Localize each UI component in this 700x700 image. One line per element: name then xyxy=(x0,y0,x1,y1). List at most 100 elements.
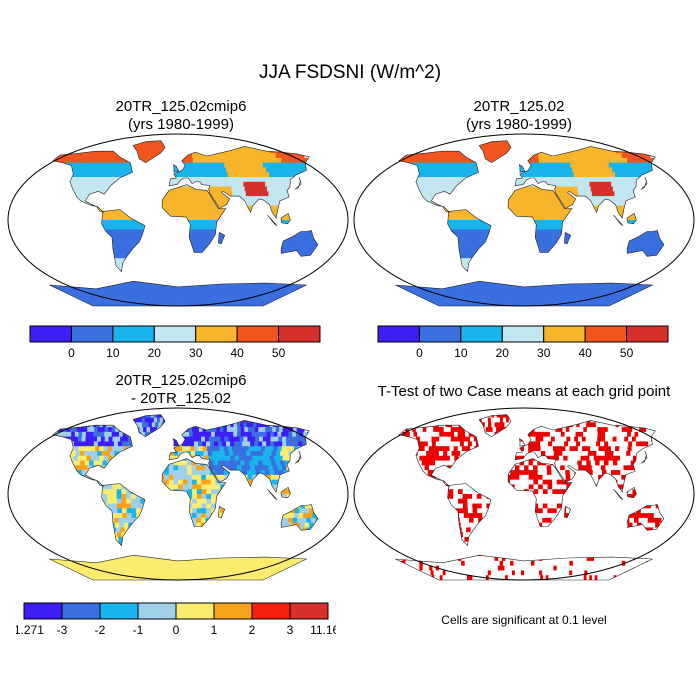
colorbar-swatch xyxy=(460,325,503,343)
colorbar-swatch xyxy=(418,325,462,343)
colorbar-swatch xyxy=(584,325,628,343)
coastline xyxy=(507,458,573,527)
colorbar-tick-label: -11.271 xyxy=(16,623,44,637)
colorbar-swatch xyxy=(153,325,197,343)
coastline xyxy=(514,420,656,493)
colorbar-top-right: 0 10 20 30 40 50 xyxy=(377,325,669,360)
coastline xyxy=(613,488,624,500)
panel-title-bottom-left-line1: 20TR_125.02cmip6 xyxy=(115,372,247,389)
panel-title-bottom-left: 20TR_125.02cmip6 - 20TR_125.02 xyxy=(16,372,346,408)
coastline xyxy=(161,458,227,527)
coastline xyxy=(132,414,166,438)
coastline xyxy=(280,486,291,499)
colorbar-tick-label: 2 xyxy=(249,623,256,637)
coastline xyxy=(218,231,226,245)
panel-title-top-left-line2: (yrs 1980-1999) xyxy=(128,116,234,133)
colorbar-tick-label: -1 xyxy=(133,623,144,637)
coastline xyxy=(518,437,526,447)
coastline xyxy=(514,146,656,219)
coastline xyxy=(294,450,302,464)
colorbar-swatch xyxy=(543,325,586,343)
colorbar-swatch xyxy=(112,325,155,343)
colorbar-top-left: 0 10 20 30 40 50 xyxy=(29,325,321,360)
coastline xyxy=(101,209,146,273)
colorbar-tick-label: 0 xyxy=(68,346,75,360)
coastline xyxy=(161,184,227,253)
panel-title-bottom-right: T-Test of two Case means at each grid po… xyxy=(377,383,671,400)
coastline xyxy=(294,176,302,190)
map-border xyxy=(7,407,349,581)
colorbar-tick-label: 40 xyxy=(230,346,244,360)
colorbar-tick-label: 0 xyxy=(173,623,180,637)
coastline xyxy=(218,505,226,519)
colorbar-swatch xyxy=(61,602,101,620)
colorbar-swatch xyxy=(99,602,139,620)
coastline xyxy=(626,212,637,225)
coastline xyxy=(564,231,572,245)
map-case1 xyxy=(7,133,349,307)
colorbar-swatch xyxy=(251,602,291,620)
colorbar-tick-label: 1 xyxy=(211,623,218,637)
colorbar-tick-label: 0 xyxy=(416,346,423,360)
colorbar-tick-label: 10 xyxy=(454,346,468,360)
panel-title-top-right-line1: 20TR_125.02 xyxy=(473,98,565,115)
colorbar-tick-label: 11.161 xyxy=(310,623,336,637)
colorbar-tick-label: 20 xyxy=(496,346,510,360)
colorbar-bottom-left: -11.271 -3 -2 -1 0 1 2 3 11.161 xyxy=(16,602,336,637)
colorbar-tick-label: 50 xyxy=(620,346,634,360)
coastline xyxy=(613,214,624,226)
coastline xyxy=(267,488,278,500)
colorbar-swatch xyxy=(236,325,280,343)
colorbar-swatch xyxy=(289,602,329,620)
panel-title-bottom-left-line2: - 20TR_125.02 xyxy=(130,390,232,407)
coastline xyxy=(280,212,291,225)
map-case2 xyxy=(353,133,695,307)
coastline xyxy=(507,184,573,253)
colorbar-swatch xyxy=(195,325,238,343)
coastline xyxy=(564,505,572,519)
coastline xyxy=(478,140,512,164)
panel-title-top-left: 20TR_125.02cmip6 (yrs 1980-1999) xyxy=(16,98,346,134)
coastline xyxy=(640,450,648,464)
coastline xyxy=(280,504,319,531)
colorbar-swatch xyxy=(626,325,669,343)
coastline xyxy=(626,486,637,499)
coastline xyxy=(398,150,479,213)
colorbar-tick-label: 10 xyxy=(106,346,120,360)
map-border xyxy=(7,133,349,307)
coastline xyxy=(447,209,492,273)
coastline xyxy=(172,437,180,447)
colorbar-tick-label: 30 xyxy=(537,346,551,360)
colorbar-tick-label: 3 xyxy=(287,623,294,637)
panel-title-top-right: 20TR_125.02 (yrs 1980-1999) xyxy=(354,98,684,134)
coastline xyxy=(168,146,310,219)
map-difference xyxy=(7,407,349,581)
coastline xyxy=(172,163,180,173)
coastline xyxy=(52,150,133,213)
coastline xyxy=(626,230,665,257)
colorbar-swatch xyxy=(29,325,72,343)
panel-title-top-right-line2: (yrs 1980-1999) xyxy=(466,116,572,133)
colorbar-swatch xyxy=(377,325,420,343)
colorbar-tick-label: 50 xyxy=(272,346,286,360)
coastline xyxy=(132,140,166,164)
colorbar-swatch xyxy=(175,602,215,620)
map-border xyxy=(353,133,695,307)
coastline xyxy=(168,420,310,493)
coastline xyxy=(52,424,133,487)
significance-note: Cells are significant at 0.1 level xyxy=(441,613,607,627)
colorbar-tick-label: -2 xyxy=(95,623,106,637)
colorbar-swatch xyxy=(23,602,63,620)
colorbar-tick-label: 40 xyxy=(578,346,592,360)
figure-title: JJA FSDSNI (W/m^2) xyxy=(258,62,442,83)
colorbar-tick-label: 20 xyxy=(148,346,162,360)
coastline xyxy=(267,214,278,226)
colorbar-swatch xyxy=(137,602,177,620)
coastline xyxy=(478,414,512,438)
coastline xyxy=(626,504,665,531)
coastline xyxy=(640,176,648,190)
coastline xyxy=(518,163,526,173)
coastline xyxy=(280,230,319,257)
coastline xyxy=(101,483,146,547)
coastline xyxy=(398,424,479,487)
